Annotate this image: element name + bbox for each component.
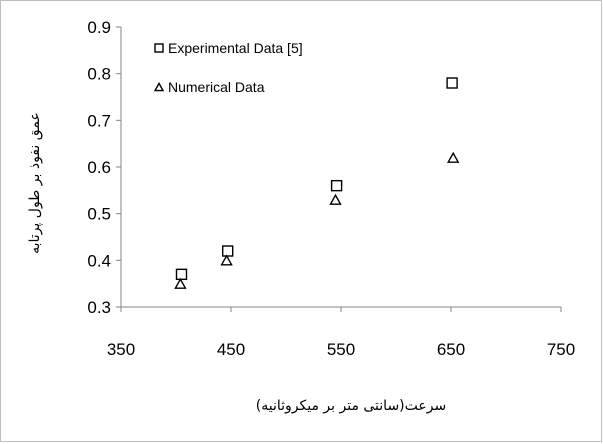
legend-triangle-marker (153, 81, 165, 92)
x-tick-label: 550 (327, 340, 355, 359)
y-axis-title: عمق نفوذ بر طول پرتابه (27, 112, 43, 254)
y-tick-label: 0.4 (87, 251, 111, 270)
legend-square-marker (154, 43, 164, 53)
data-points (174, 77, 460, 289)
axis-titles: سرعت(سانتی متر بر میکروثانیه) عمق نفوذ بر… (27, 112, 446, 414)
y-tick-label: 0.3 (87, 298, 111, 317)
numerical-data-point (329, 193, 342, 205)
x-tick-label: 350 (107, 340, 135, 359)
x-axis-title: سرعت(سانتی متر بر میکروثانیه) (256, 398, 446, 414)
y-tick-label: 0.8 (87, 65, 111, 84)
x-tick-label: 450 (217, 340, 245, 359)
x-tick-label: 650 (437, 340, 465, 359)
experimental-data-point (175, 268, 188, 281)
numerical-data-point (220, 254, 233, 266)
y-tick-label: 0.6 (87, 158, 111, 177)
legend: Experimental Data [5] Numerical Data (153, 40, 303, 95)
y-tick-label: 0.5 (87, 205, 111, 224)
y-tick-label: 0.9 (87, 18, 111, 37)
axes (116, 26, 562, 312)
legend-entry-label: Numerical Data (168, 79, 265, 95)
tick-labels: 0.3 0.4 0.5 0.6 0.7 0.8 0.9 350 450 550 650 750 (87, 18, 575, 359)
legend-entry-label: Experimental Data [5] (168, 40, 303, 56)
experimental-data-point (446, 77, 458, 89)
numerical-data-point (447, 151, 460, 163)
experimental-data-point (330, 179, 343, 192)
numerical-data-point (174, 277, 187, 289)
y-tick-label: 0.7 (87, 111, 111, 130)
x-tick-label: 750 (547, 340, 575, 359)
experimental-data-point (221, 245, 234, 257)
